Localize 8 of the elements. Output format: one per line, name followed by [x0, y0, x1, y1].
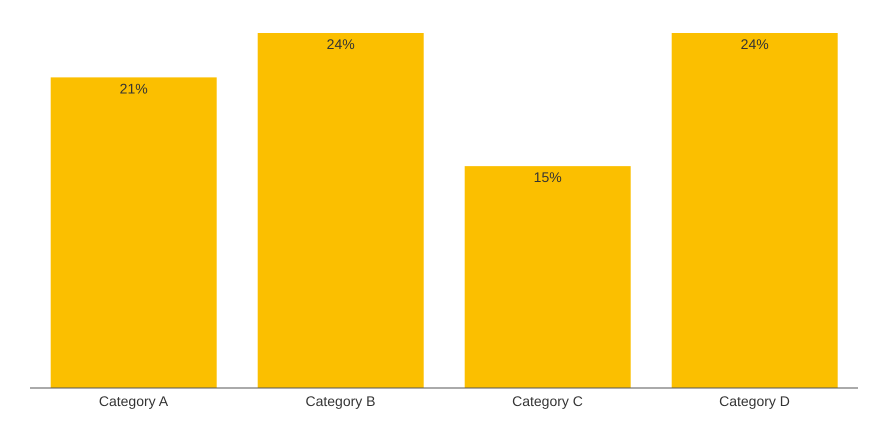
x-tick-label: Category A — [98, 392, 169, 409]
data-label: 15% — [534, 169, 562, 186]
data-label: 24% — [740, 36, 769, 52]
x-tick-label: Category B — [305, 392, 376, 409]
data-label: 21% — [120, 80, 148, 96]
x-tick-label: Category C — [512, 392, 583, 409]
x-tick-label: Category D — [719, 392, 790, 409]
data-label: 24% — [326, 36, 355, 52]
